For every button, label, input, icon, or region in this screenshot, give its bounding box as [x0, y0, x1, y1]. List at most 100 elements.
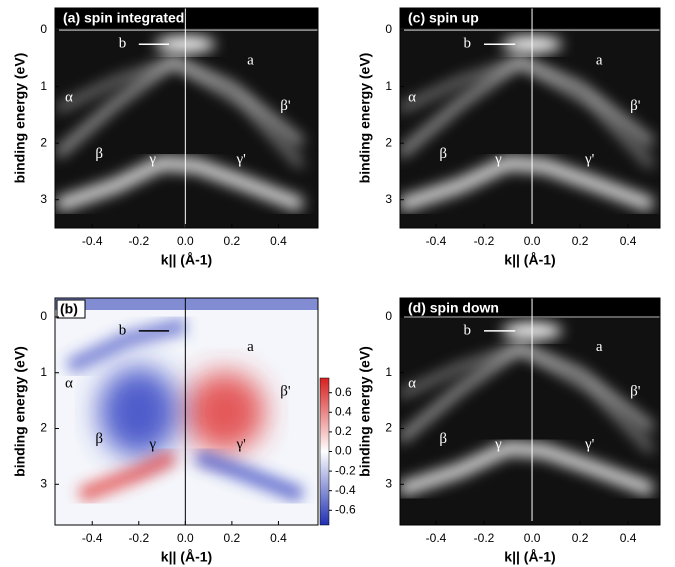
y-tick-label: 0 — [40, 309, 47, 323]
band-label: a — [596, 53, 603, 69]
y-tick-label: 2 — [385, 135, 392, 149]
title-bar — [400, 298, 660, 318]
x-tick-label: 0.2 — [572, 234, 589, 248]
x-tick-label: 0.4 — [620, 234, 637, 248]
x-tick-label: -0.4 — [426, 531, 447, 545]
band-label: γ — [494, 152, 502, 168]
x-tick-label: 0.4 — [270, 531, 287, 545]
band-label: β' — [630, 98, 641, 114]
title-bar — [400, 8, 660, 28]
y-tick-label: 3 — [385, 476, 392, 490]
x-axis-label: k|| (Å-1) — [504, 549, 555, 565]
y-axis-label: binding energy (eV) — [12, 53, 28, 184]
band-label: α — [408, 375, 416, 391]
band-label: b — [119, 36, 127, 52]
colorbar-tick-label: -0.6 — [335, 502, 356, 516]
y-tick-label: 2 — [40, 135, 47, 149]
band-label: β' — [280, 98, 291, 114]
colorbar-tick-label: -0.2 — [335, 463, 356, 477]
x-tick-label: 0.4 — [270, 234, 287, 248]
panel-title: (c) spin up — [408, 10, 479, 26]
colorbar-tick-label: 0.2 — [335, 424, 352, 438]
positive-band — [77, 449, 178, 503]
band-label: γ' — [236, 437, 247, 453]
band-label: β' — [280, 384, 291, 400]
band-label: γ' — [584, 152, 595, 168]
band-label: a — [596, 339, 603, 355]
y-axis-label: binding energy (eV) — [357, 346, 373, 477]
band-label: γ' — [584, 437, 595, 453]
y-tick-label: 3 — [40, 476, 47, 490]
positive-region — [184, 371, 265, 452]
x-tick-label: -0.4 — [426, 234, 447, 248]
frame — [399, 297, 661, 526]
x-tick-label: 0.0 — [177, 234, 194, 248]
panel: (a) spin integrated b a α β' β γ γ' -0.4 -0.2 0.0 0… — [12, 7, 319, 268]
x-tick-label: -0.4 — [82, 234, 103, 248]
x-tick-label: -0.2 — [474, 531, 495, 545]
band — [400, 155, 655, 213]
x-tick-label: 0.0 — [524, 531, 541, 545]
y-tick-label: 1 — [40, 365, 47, 379]
negative-band — [65, 317, 188, 375]
x-tick-label: 0.2 — [572, 531, 589, 545]
band-label: b — [119, 322, 127, 338]
band — [55, 155, 305, 213]
x-tick-label: -0.2 — [128, 531, 149, 545]
band-label: b — [463, 322, 471, 338]
colorbar-tick-label: 0.4 — [335, 404, 352, 418]
panel: (c) spin up b a α β' β γ γ' -0.4 -0.2 0.0 0.2 0.4 0 1 2… — [357, 7, 661, 268]
y-tick-label: 0 — [385, 22, 392, 36]
band-label: α — [65, 375, 73, 391]
y-tick-label: 2 — [385, 421, 392, 435]
y-tick-label: 3 — [40, 192, 47, 206]
colorbar-tick-label: 0.0 — [335, 444, 352, 458]
band-label: β — [439, 146, 447, 162]
title-bar — [55, 8, 318, 28]
y-tick-label: 2 — [40, 421, 47, 435]
negative-band — [194, 448, 305, 503]
band-label: γ — [148, 437, 156, 453]
y-tick-label: 0 — [40, 22, 47, 36]
x-tick-label: 0.4 — [620, 531, 637, 545]
band-label: γ' — [236, 152, 247, 168]
y-axis-label: binding energy (eV) — [357, 53, 373, 184]
x-tick-label: 0.2 — [224, 531, 241, 545]
x-axis-label: k|| (Å-1) — [161, 252, 212, 268]
panel-title: (d) spin down — [408, 300, 499, 316]
band-label: γ — [148, 152, 156, 168]
x-tick-label: 0.0 — [524, 234, 541, 248]
x-tick-label: 0.2 — [224, 234, 241, 248]
panel-title: (b) — [60, 301, 78, 317]
colorbar-tick-label: -0.4 — [335, 483, 356, 497]
colorbar-tick-label: 0.6 — [335, 385, 352, 399]
colorbar — [319, 377, 330, 526]
y-tick-label: 3 — [385, 192, 392, 206]
spectrum-image — [55, 8, 318, 228]
y-tick-label: 0 — [385, 309, 392, 323]
x-tick-label: -0.4 — [82, 531, 103, 545]
band-label: β — [95, 431, 103, 447]
y-tick-label: 1 — [385, 79, 392, 93]
band-label: γ — [494, 437, 502, 453]
frame — [54, 7, 319, 229]
x-axis-label: k|| (Å-1) — [504, 252, 555, 268]
band — [400, 56, 655, 169]
panel: (b) b a α β' β γ γ' -0.4 -0.2 0.0 0.2 0.4 0 1 2 3 k|| (Å-… — [12, 297, 356, 565]
top-strip — [55, 298, 318, 310]
band-label: β — [439, 431, 447, 447]
title-box — [56, 299, 86, 319]
spectrum-image — [400, 8, 660, 228]
x-tick-label: 0.0 — [177, 531, 194, 545]
frame — [399, 7, 661, 229]
band — [55, 56, 305, 169]
band-label: a — [247, 53, 254, 69]
spectrum-image — [400, 298, 660, 525]
frame — [54, 297, 319, 526]
band — [400, 343, 655, 454]
band-label: β — [95, 146, 103, 162]
band-label: β' — [630, 384, 641, 400]
band-label: a — [247, 339, 254, 355]
x-tick-label: -0.2 — [474, 234, 495, 248]
